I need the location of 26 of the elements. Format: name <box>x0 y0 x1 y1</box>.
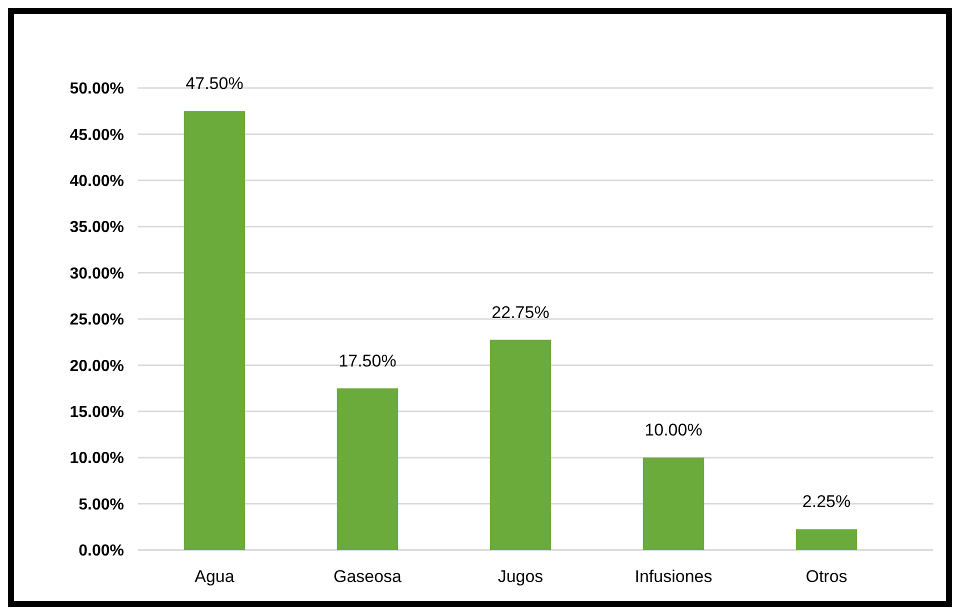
y-tick-label: 50.00% <box>70 80 124 98</box>
data-label: 17.50% <box>338 351 396 370</box>
bar <box>796 529 858 550</box>
data-label: 22.75% <box>492 302 550 322</box>
bar <box>184 111 246 550</box>
y-tick-label: 35.00% <box>70 219 124 236</box>
y-tick-label: 25.00% <box>70 312 124 329</box>
data-label: 10.00% <box>644 420 702 440</box>
x-tick-label: Otros <box>806 567 848 586</box>
y-tick-label: 15.00% <box>70 404 124 421</box>
y-tick-label: 45.00% <box>70 126 124 144</box>
x-tick-label: Agua <box>194 567 235 586</box>
bar <box>490 340 552 550</box>
x-tick-label: Jugos <box>498 567 544 586</box>
bar <box>642 458 704 550</box>
y-tick-label: 0.00% <box>78 542 124 560</box>
data-label: 2.25% <box>802 492 851 512</box>
y-tick-label: 30.00% <box>70 265 124 282</box>
y-tick-label: 10.00% <box>70 450 124 468</box>
bar <box>336 388 398 550</box>
y-tick-label: 20.00% <box>70 358 124 375</box>
x-tick-label: Infusiones <box>634 567 712 586</box>
x-tick-label: Gaseosa <box>333 567 402 586</box>
y-tick-label: 5.00% <box>78 496 124 514</box>
y-tick-label: 40.00% <box>70 173 124 190</box>
data-label: 47.50% <box>186 74 244 94</box>
